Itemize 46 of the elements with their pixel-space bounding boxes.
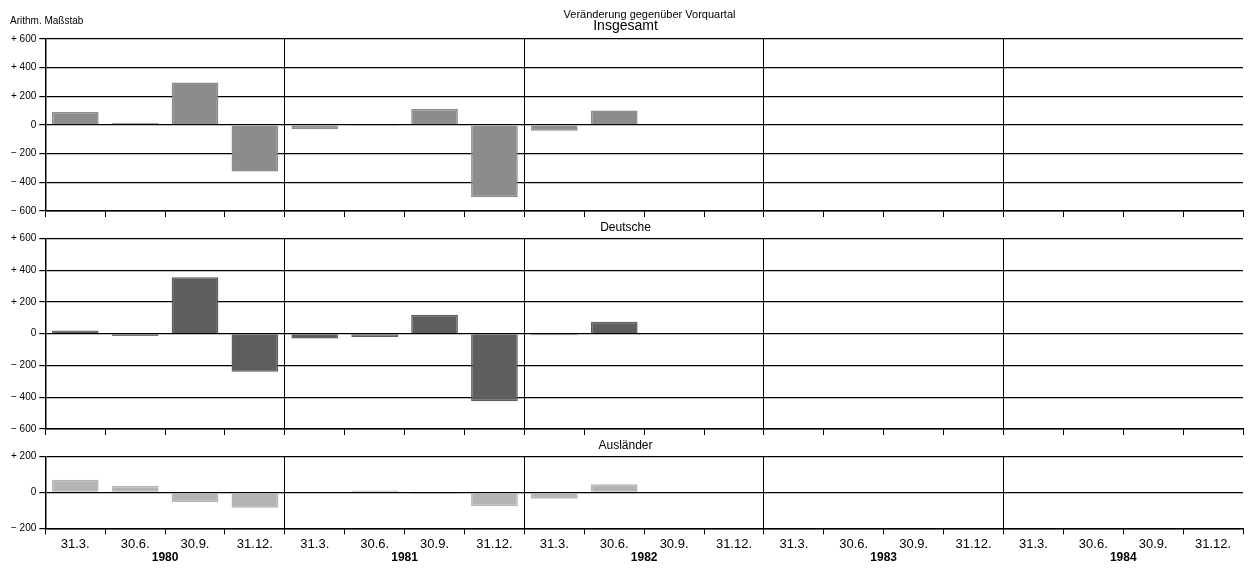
y-tick-label: 0 [30,118,37,130]
x-tick-label: 31.12. [1194,535,1232,551]
y-tick-label: − 200 [10,147,37,159]
y-tick-label: + 200 [10,450,37,462]
x-tick-label: 30.6. [120,535,150,551]
x-tick-label: 31.3. [1018,535,1048,551]
x-tick-label: 31.3. [779,535,809,551]
x-tick-label: 31.12. [476,535,513,551]
x-tick-label: 30.6. [599,535,629,551]
y-tick-label: + 400 [10,263,37,275]
y-tick-label: + 200 [10,89,37,101]
x-tick-label: 30.9. [1138,535,1168,551]
y-tick-label: + 200 [10,295,37,307]
text: 1981 [391,550,419,565]
x-tick-label: 30.6. [360,535,390,551]
text: 1983 [870,550,898,565]
x-tick-label: 31.3. [300,535,330,551]
y-tick-label: − 400 [10,176,37,188]
text: Veränderung gegenüber Vorquartal [563,7,736,20]
y-tick-label: + 400 [10,61,37,73]
y-tick-label: − 200 [10,359,37,371]
text: Arithm. Maßstab [10,14,84,26]
y-tick-label: − 600 [10,204,37,216]
x-tick-label: 30.9. [420,535,450,551]
x-tick-label: 30.9. [659,535,689,551]
y-tick-label: + 600 [10,232,37,244]
x-tick-label: 30.9. [899,535,929,551]
y-tick-label: − 600 [10,422,37,434]
x-tick-label: 30.6. [1078,535,1108,551]
y-tick-label: − 200 [10,522,37,534]
x-tick-label: 31.12. [236,535,273,551]
y-tick-label: + 600 [10,32,37,44]
x-tick-label: 30.6. [839,535,869,551]
x-tick-label: 31.12. [955,535,992,551]
x-tick-label: 31.3. [60,535,90,551]
x-tick-label: 30.9. [180,535,210,551]
chart-title: Ausländer [598,437,653,452]
x-tick-label: 31.3. [539,535,569,551]
y-tick-label: − 400 [10,390,37,402]
text: 1980 [151,550,179,565]
text: 1982 [630,550,658,565]
y-tick-label: 0 [30,327,37,339]
x-tick-label: 31.12. [715,535,753,551]
y-tick-label: 0 [30,486,37,498]
chart-title: Deutsche [600,219,652,234]
text: 1984 [1109,550,1137,565]
